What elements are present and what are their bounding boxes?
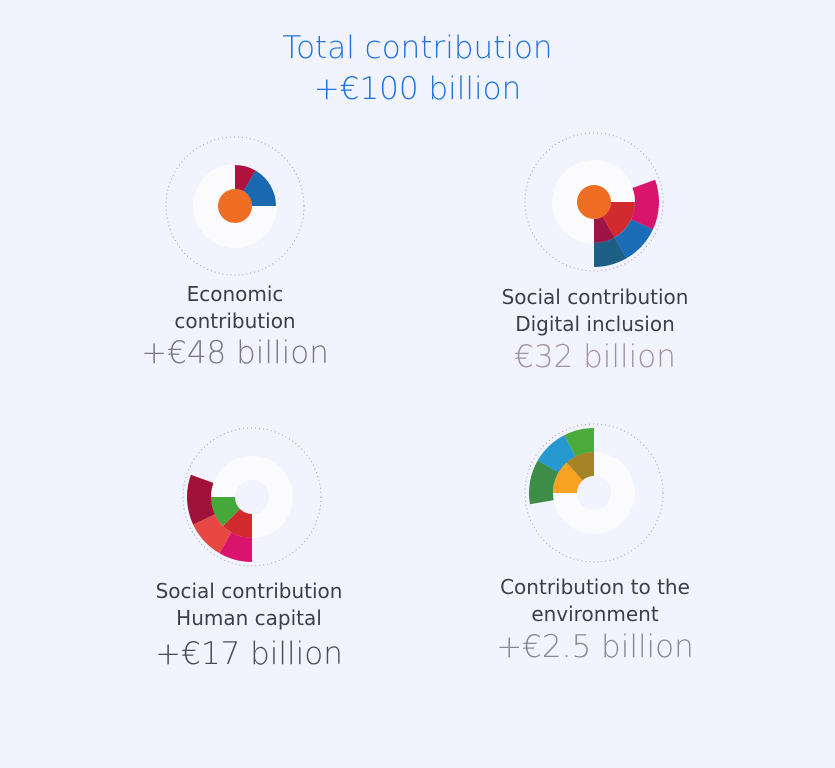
digital-inclusion-label: Social contribution Digital inclusion bbox=[470, 284, 720, 338]
chart-outline bbox=[524, 132, 664, 272]
human-capital-label: Social contribution Human capital bbox=[130, 578, 368, 632]
digital-inclusion-value: €32 billion bbox=[514, 339, 676, 375]
chart-segment-3 bbox=[537, 435, 576, 473]
chart-segment-0 bbox=[553, 462, 583, 493]
chart-segment-1 bbox=[566, 452, 594, 481]
chart-segment-2 bbox=[529, 460, 559, 505]
chart-segment-4 bbox=[564, 428, 594, 457]
economic-label-text: Economic contribution bbox=[174, 282, 296, 333]
chart-segment-2 bbox=[217, 189, 252, 223]
chart-segment-1 bbox=[243, 170, 276, 206]
environment-label: Contribution to the environment bbox=[470, 574, 720, 628]
chart-outline bbox=[182, 427, 322, 567]
economic-label: Economic contribution bbox=[135, 281, 335, 335]
chart-segment-0 bbox=[235, 165, 256, 192]
chart-segment-2 bbox=[594, 216, 615, 243]
total-value: +€100 billion bbox=[313, 71, 522, 107]
chart-segment-0 bbox=[223, 509, 252, 538]
chart-segment-5 bbox=[594, 237, 627, 267]
chart-segment-4 bbox=[187, 474, 215, 525]
chart-outline bbox=[524, 423, 664, 563]
chart-segment-4 bbox=[614, 219, 653, 259]
total-title: Total contribution bbox=[282, 30, 553, 66]
environment-value: +€2.5 billion bbox=[496, 629, 694, 665]
human-capital-label-text: Social contribution Human capital bbox=[155, 579, 343, 630]
environment-donut-chart bbox=[524, 423, 664, 563]
chart-segment-2 bbox=[219, 532, 252, 562]
human-capital-value: +€17 billion bbox=[155, 636, 343, 672]
human-capital-donut-chart bbox=[182, 427, 322, 567]
environment-label-text: Contribution to the environment bbox=[500, 575, 690, 626]
chart-segment-3 bbox=[631, 179, 659, 230]
digital-inclusion-label-text: Social contribution Digital inclusion bbox=[501, 285, 689, 336]
chart-segment-1 bbox=[211, 497, 240, 526]
chart-segment-1 bbox=[602, 202, 635, 238]
economic-donut-chart bbox=[165, 136, 305, 276]
economic-value: +€48 billion bbox=[141, 335, 329, 371]
digital-inclusion-donut-chart bbox=[524, 132, 664, 272]
chart-segment-3 bbox=[193, 514, 232, 554]
chart-outline bbox=[165, 136, 305, 276]
chart-segment-0 bbox=[576, 185, 611, 219]
